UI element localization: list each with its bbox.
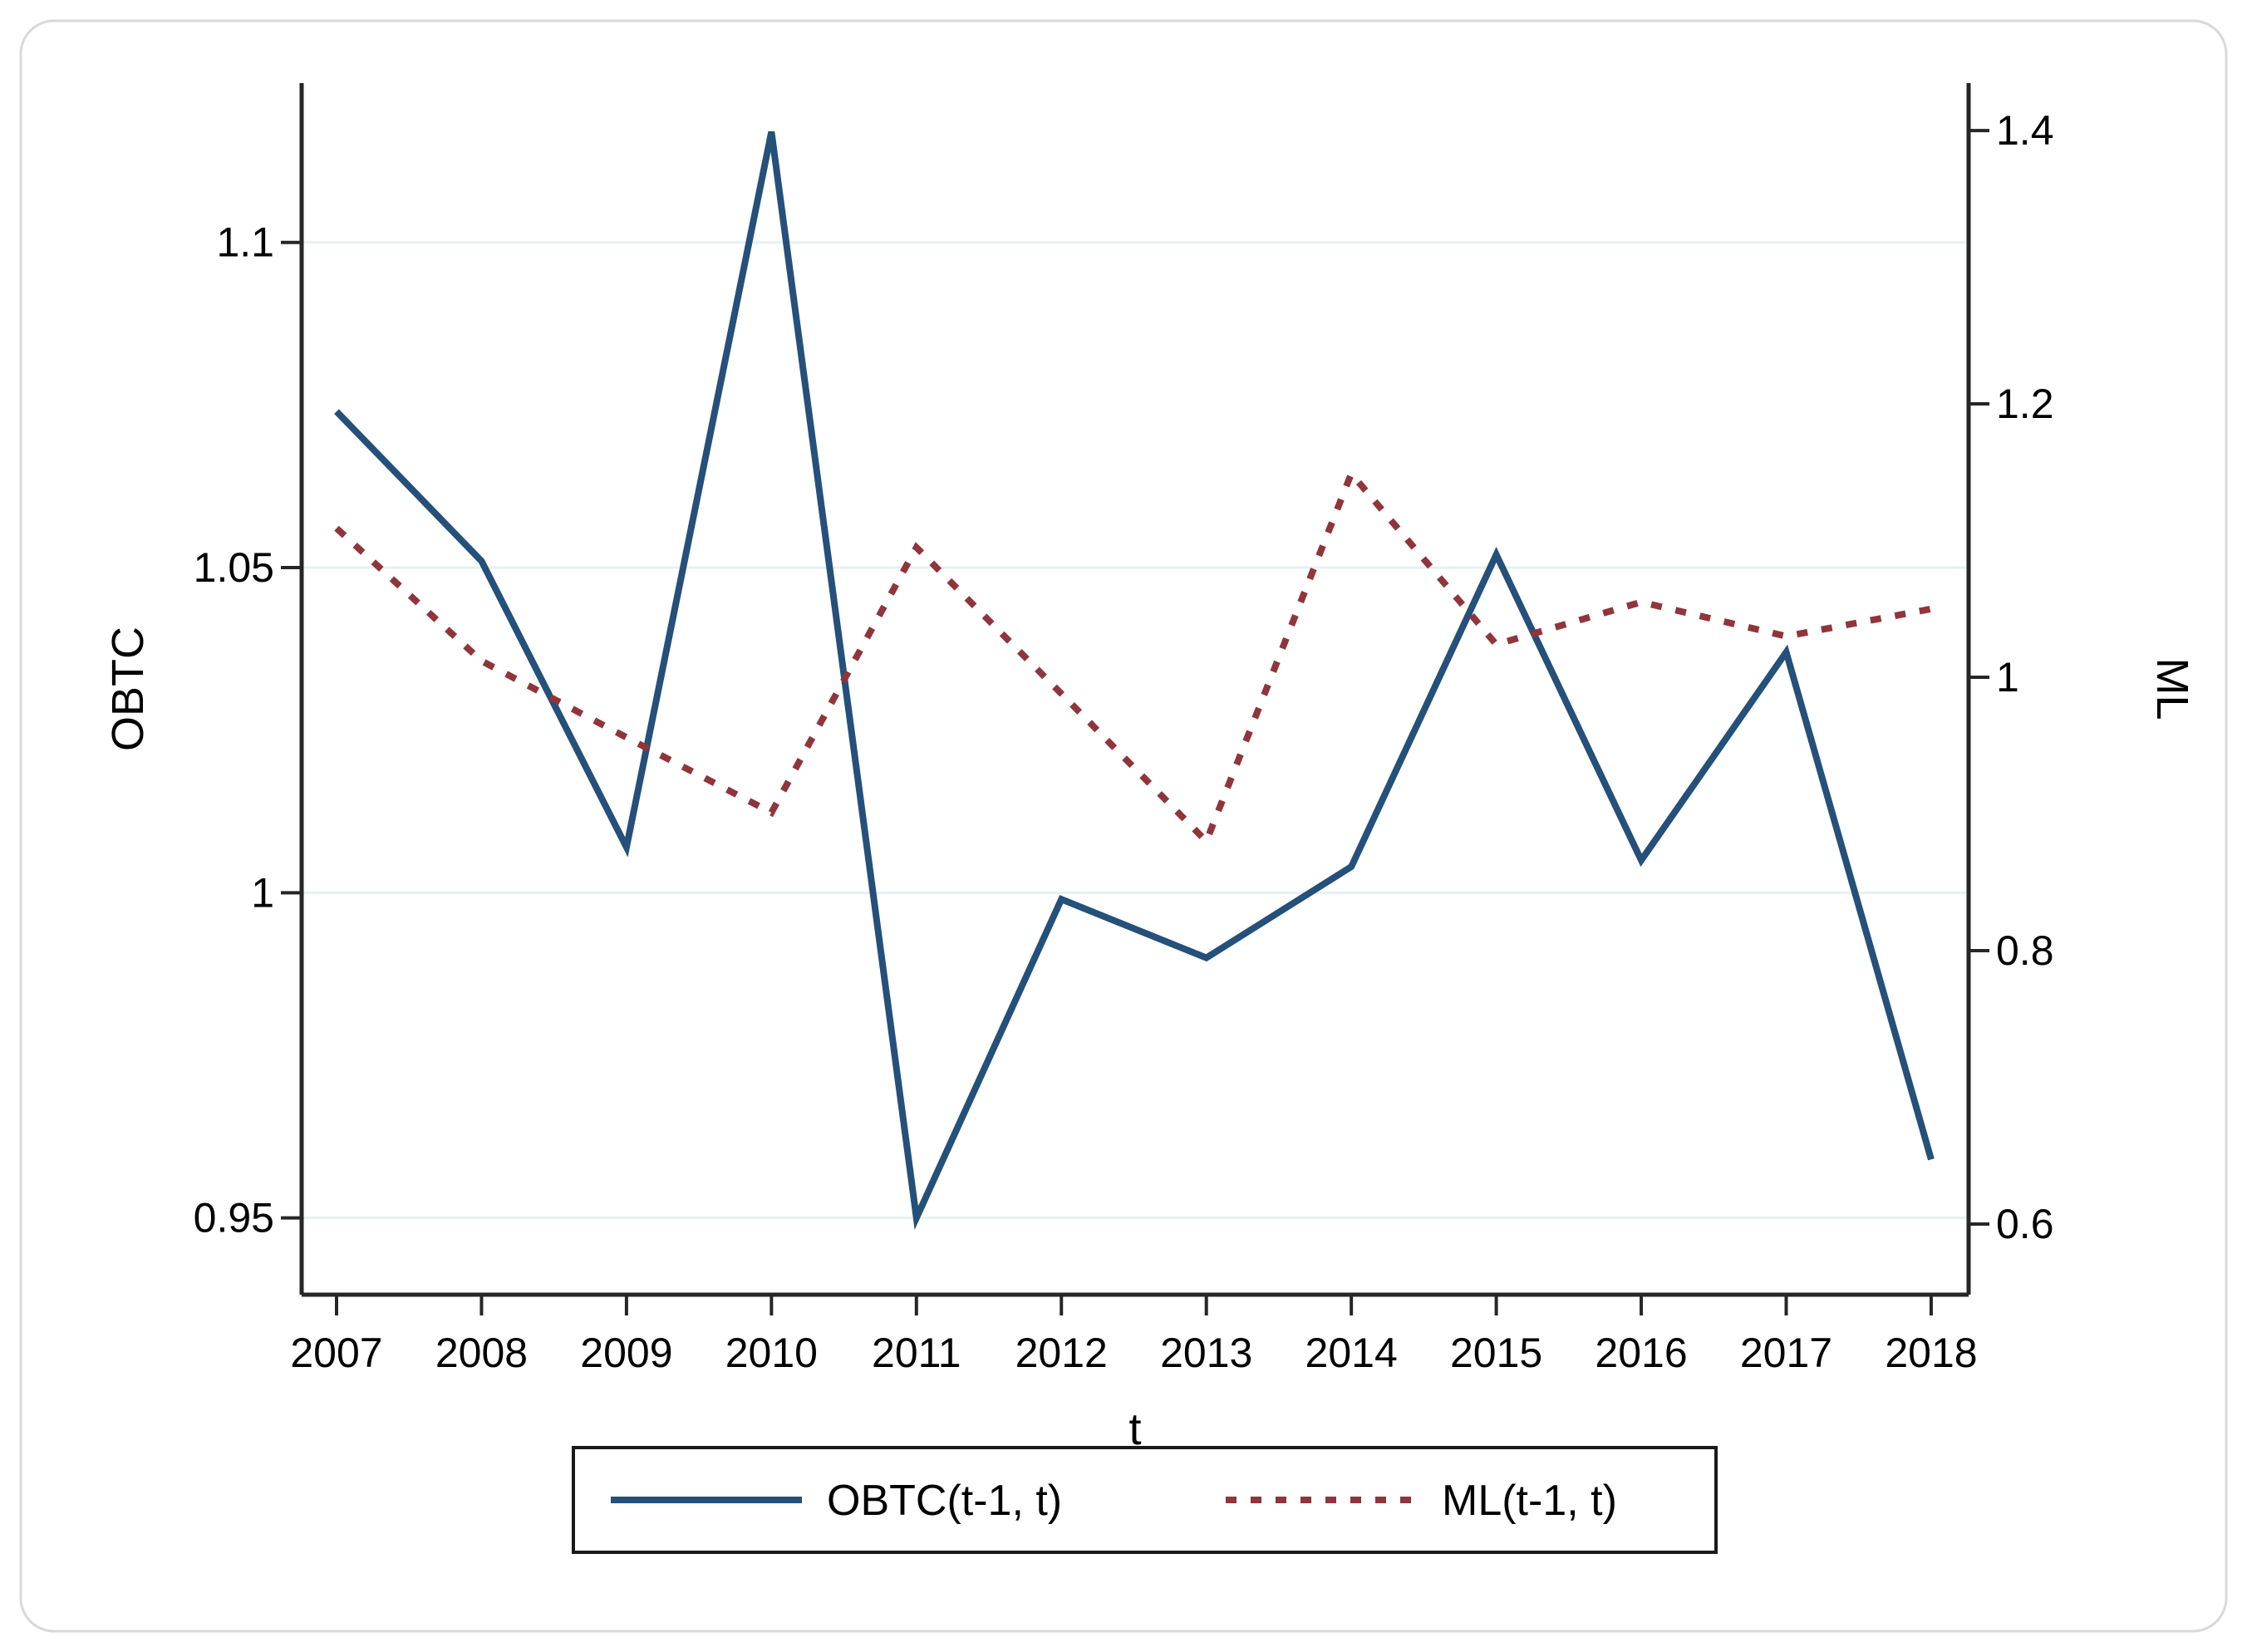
x-axis-tick-label: 2007 xyxy=(290,1330,382,1376)
x-axis-title: t xyxy=(1128,1404,1141,1454)
series-lines xyxy=(334,130,1935,1230)
x-axis-tick-label: 2015 xyxy=(1450,1330,1542,1376)
series-line-obtc xyxy=(334,130,1935,1230)
right-axis-tick-label: 1.4 xyxy=(1996,107,2054,154)
gridlines xyxy=(302,241,1969,1220)
legend: OBTC(t-1, t) ML(t-1, t) xyxy=(572,1446,1718,1554)
x-axis-tick-label: 2014 xyxy=(1305,1330,1398,1376)
right-axis-tick-label: 0.6 xyxy=(1996,1201,2054,1247)
left-axis-tick-label: 1.05 xyxy=(194,544,274,591)
right-axis-tick-label: 1.2 xyxy=(1996,381,2054,427)
right-axis-title: ML xyxy=(2147,657,2197,720)
x-axis-tick-label: 2018 xyxy=(1885,1330,1977,1376)
left-axis-tick-label: 1.1 xyxy=(216,219,274,266)
x-axis-tick-label: 2010 xyxy=(725,1330,818,1376)
legend-label-ml: ML(t-1, t) xyxy=(1442,1477,1617,1525)
right-axis-tick-label: 0.8 xyxy=(1996,927,2054,974)
x-axis-tick-label: 2013 xyxy=(1160,1330,1252,1376)
axes: 0.95 1 1.05 1.1 0.6 0.8 1 1.2 1.4 2007 2008 2009 201… xyxy=(103,83,2197,1454)
series-line-ml xyxy=(334,467,1932,848)
image-border xyxy=(19,19,2228,1633)
x-axis-tick-label: 2012 xyxy=(1015,1330,1108,1376)
x-axis-tick-label: 2017 xyxy=(1740,1330,1832,1376)
left-axis-tick-label: 1 xyxy=(251,869,274,916)
left-axis-title: OBTC xyxy=(103,627,153,751)
x-axis-tick-label: 2011 xyxy=(872,1330,961,1376)
x-axis-tick-label: 2009 xyxy=(580,1330,672,1376)
figure-frame xyxy=(19,19,2228,1633)
left-axis-tick-label: 0.95 xyxy=(194,1195,274,1241)
x-axis-tick-label: 2008 xyxy=(435,1330,528,1376)
x-axis-tick-label: 2016 xyxy=(1595,1330,1687,1376)
right-axis-tick-label: 1 xyxy=(1996,654,2019,701)
legend-label-obtc: OBTC(t-1, t) xyxy=(827,1477,1062,1525)
